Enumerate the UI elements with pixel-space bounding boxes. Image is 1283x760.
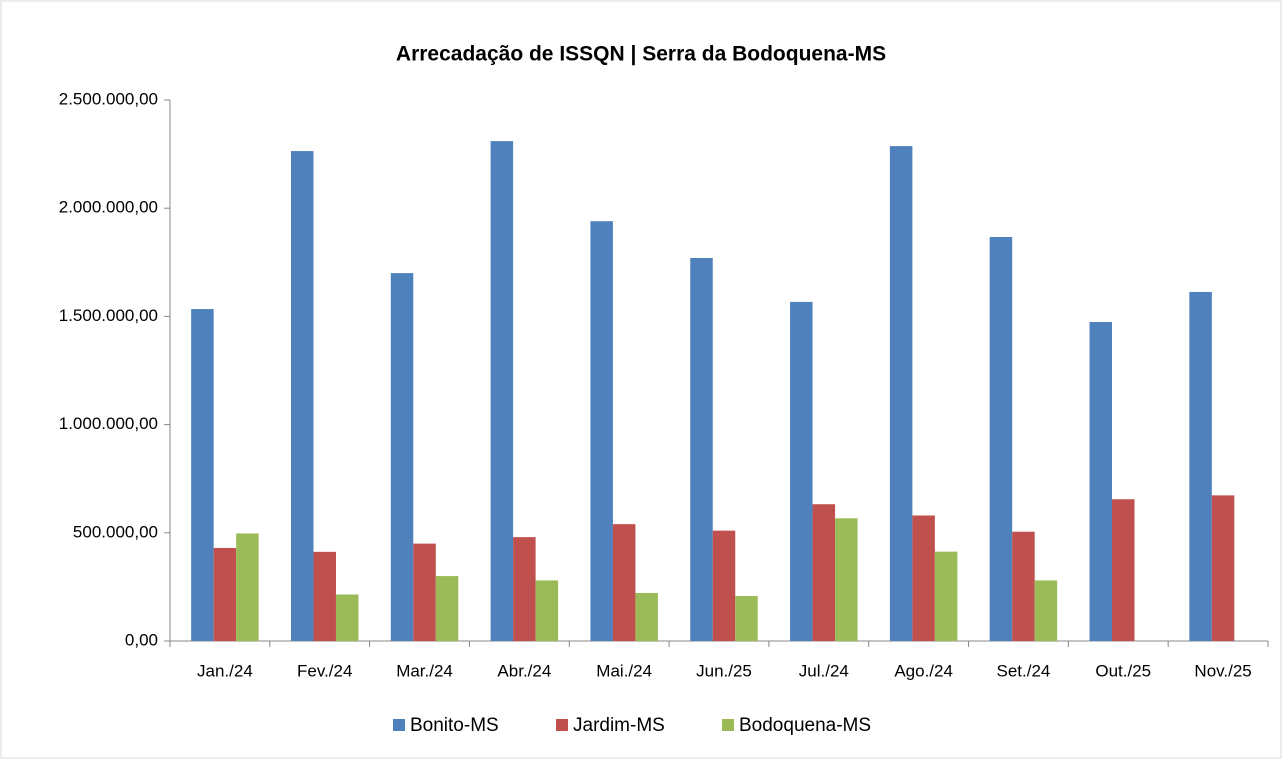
legend-swatch — [393, 719, 405, 731]
bar — [989, 236, 1013, 641]
legend-swatch — [722, 719, 734, 731]
legend-label: Bonito-MS — [410, 715, 499, 736]
legend-label: Jardim-MS — [573, 715, 665, 736]
y-tick-label: 2.000.000,00 — [59, 198, 158, 217]
bar — [690, 257, 713, 641]
bar — [435, 576, 459, 641]
bar — [712, 530, 736, 641]
y-tick-label: 1.000.000,00 — [59, 414, 158, 433]
y-tick-label: 1.500.000,00 — [59, 306, 158, 325]
bar — [1112, 499, 1135, 641]
x-tick-label: Jan./24 — [197, 661, 253, 680]
bar — [590, 221, 613, 641]
legend-label: Bodoquena-MS — [739, 715, 871, 736]
x-tick-label: Mai./24 — [596, 661, 652, 680]
y-tick-label: 500.000,00 — [73, 522, 158, 541]
x-tick-label: Jul./24 — [799, 661, 849, 680]
bar — [335, 594, 359, 641]
bar — [735, 595, 758, 641]
x-tick-label: Set./24 — [997, 661, 1051, 680]
x-tick-label: Nov./25 — [1194, 661, 1251, 680]
bar — [812, 504, 836, 641]
bar — [889, 146, 913, 641]
x-tick-label: Mar./24 — [396, 661, 453, 680]
x-tick-label: Out./25 — [1095, 661, 1151, 680]
bar — [934, 551, 958, 641]
bar — [612, 524, 636, 641]
bar — [1211, 495, 1235, 641]
bar — [213, 547, 237, 641]
bar — [1189, 291, 1212, 641]
bar — [1089, 322, 1113, 641]
x-tick-label: Jun./25 — [696, 661, 752, 680]
bar — [912, 515, 935, 641]
bar — [790, 301, 813, 641]
chart-title: Arrecadação de ISSQN | Serra da Bodoquen… — [396, 43, 886, 66]
bar — [236, 533, 259, 641]
bar — [513, 537, 536, 641]
bar — [635, 592, 658, 641]
x-tick-label: Abr./24 — [497, 661, 551, 680]
x-tick-label: Ago./24 — [894, 661, 953, 680]
y-tick-label: 2.500.000,00 — [59, 89, 158, 108]
y-tick-label: 0,00 — [125, 630, 158, 649]
bar — [290, 151, 314, 641]
bar — [1034, 580, 1058, 641]
bar — [835, 518, 858, 641]
bar — [191, 309, 214, 641]
legend-swatch — [556, 719, 568, 731]
bar — [313, 551, 336, 641]
bar — [490, 141, 514, 641]
bar — [413, 543, 436, 641]
bar — [535, 580, 559, 641]
bar — [1012, 531, 1035, 641]
x-tick-label: Fev./24 — [297, 661, 352, 680]
bar — [390, 273, 414, 641]
